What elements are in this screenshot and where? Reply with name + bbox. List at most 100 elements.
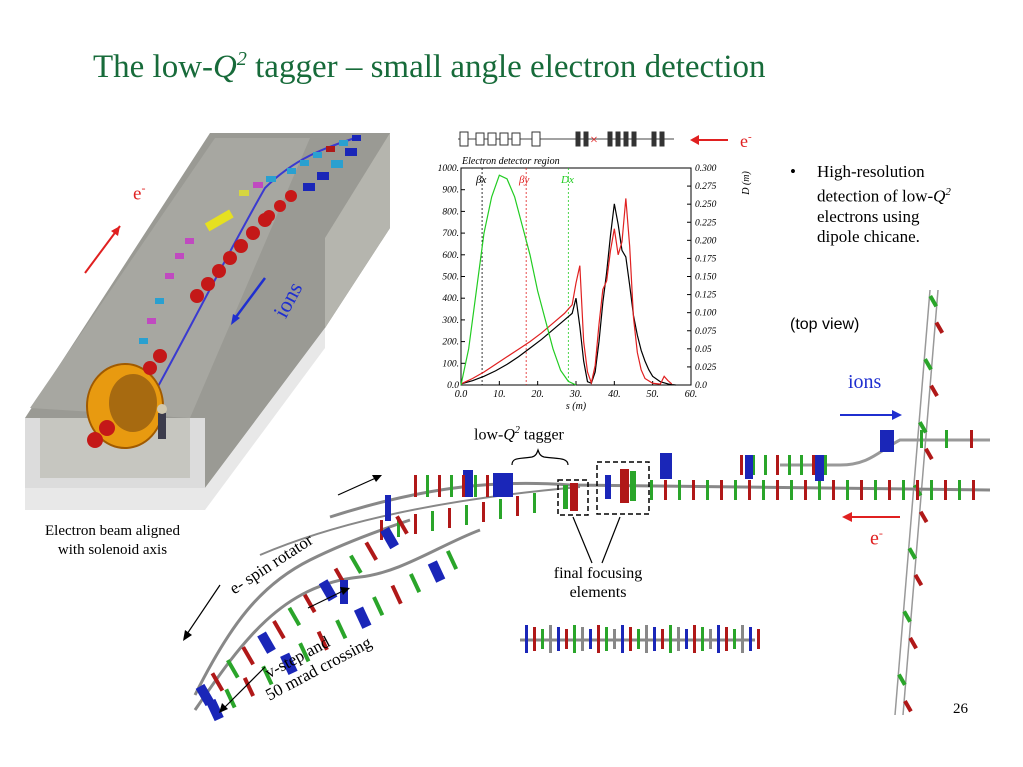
magnet-element — [533, 493, 536, 513]
lattice-element — [631, 131, 637, 147]
magnet-element — [748, 480, 751, 500]
magnet-element — [287, 606, 302, 627]
left-e-label: e- — [133, 181, 146, 205]
magnet-element — [653, 627, 656, 651]
magnet-element — [944, 480, 947, 500]
magnet-element — [752, 455, 755, 475]
bullet-dot: • — [790, 162, 796, 181]
magnet-element — [570, 483, 578, 511]
crossing-magnet — [929, 384, 939, 398]
magnet-element — [549, 625, 552, 653]
crossing-line-b — [902, 289, 939, 716]
y-right-tick-label: 0.075 — [695, 327, 717, 337]
magnet-element — [445, 550, 459, 570]
crossing-magnet — [902, 610, 912, 623]
magnet-element — [474, 475, 477, 497]
x-axis-label: s (m) — [566, 401, 587, 412]
magnet-element — [706, 480, 709, 500]
crossing-magnet — [903, 700, 913, 713]
series-line — [460, 203, 676, 386]
tunnel-3d-figure — [25, 133, 390, 510]
magnet-element — [661, 629, 664, 649]
magnet-element — [757, 629, 760, 649]
final-focusing-line-2: elements — [569, 584, 627, 601]
magnet-element — [902, 480, 905, 500]
magnet-element — [541, 629, 544, 649]
magnet-element — [353, 606, 372, 629]
chart-title: Electron detector region — [461, 156, 560, 167]
magnet-element — [482, 502, 485, 522]
magnet-element — [725, 627, 728, 651]
final-focusing-line-1: final focusing — [553, 565, 643, 582]
caption-line-1: Electron beam aligned — [45, 523, 180, 539]
magnet-element — [860, 480, 863, 500]
magnet-element — [800, 455, 803, 475]
page-number: 26 — [953, 701, 968, 717]
y-tick-label: 100. — [442, 359, 459, 369]
y-tick-label: 500. — [442, 273, 459, 283]
magnet-element — [818, 480, 821, 500]
y-tick-label: 600. — [442, 251, 459, 261]
vstep-up-arrow — [307, 589, 346, 609]
right-ions-label: ions — [848, 371, 882, 393]
magnet-element — [597, 625, 600, 653]
lattice-element — [511, 132, 521, 146]
focus-arrow-2 — [601, 516, 621, 564]
magnet-element — [920, 430, 923, 448]
crossing-magnet — [908, 636, 918, 650]
lattice-magnets — [195, 430, 975, 722]
magnet-element — [664, 480, 667, 500]
y-right-tick-label: 0.225 — [695, 218, 717, 228]
y-right-tick-label: 0.250 — [695, 200, 717, 210]
magnet-element — [372, 596, 385, 617]
magnet-element — [427, 560, 446, 583]
title-q: Q — [213, 49, 237, 85]
magnet-element — [261, 665, 274, 686]
magnet-element — [620, 469, 629, 503]
chart-plot-area: 0.0 10. 20. 30. 40. 50. 60.0.0100.200.300.400.… — [438, 164, 752, 412]
y-tick-label: 1000. — [438, 164, 459, 174]
solenoid-inner — [109, 374, 157, 432]
magnet-element — [210, 672, 225, 692]
crossing-magnet — [913, 573, 924, 587]
final-focusing-label: final focusing elements — [528, 564, 668, 602]
magnet-element — [645, 625, 648, 653]
ip-marker: × — [590, 133, 598, 148]
beam-line — [134, 137, 356, 429]
magnet-element — [499, 499, 502, 519]
magnet-element — [465, 505, 468, 525]
y-right-tick-label: 0.300 — [695, 164, 717, 174]
chart-beam-arrowhead — [690, 135, 699, 145]
title-exponent: 2 — [236, 48, 247, 70]
magnet-element — [733, 629, 736, 649]
magnet-element — [621, 625, 624, 653]
title-suffix: tagger – small angle electron detection — [246, 49, 766, 85]
lattice-element — [659, 131, 665, 147]
lattice-strip: × — [458, 131, 674, 148]
lattice-element — [459, 131, 469, 147]
red-magnets-row — [190, 213, 272, 303]
magnet-element — [364, 541, 378, 561]
x-tick-label: 30. — [569, 389, 583, 400]
magnet-element — [605, 475, 611, 499]
legend-entry: Dx — [560, 174, 574, 186]
magnet-element — [581, 627, 584, 651]
y-right-tick-label: 0.05 — [695, 345, 712, 355]
x-tick-label: 10. — [493, 389, 506, 400]
magnet-element — [298, 642, 311, 663]
magnet-element — [426, 475, 429, 497]
y-tick-label: 700. — [442, 229, 459, 239]
magnet-element — [385, 495, 391, 521]
magnet-element — [395, 515, 409, 535]
magnet-element — [280, 652, 298, 676]
person-figure — [158, 413, 166, 439]
beta-function-chart: × e- Electron detector region 0.0 10. 20. 3… — [438, 131, 752, 412]
x-tick-label: 0.0 — [455, 389, 468, 400]
crossing-line-a — [894, 289, 931, 716]
magnet-element — [565, 629, 568, 649]
crossing-magnet — [897, 673, 907, 686]
magnets-line1 — [139, 135, 361, 344]
x-tick-label: 40. — [608, 389, 621, 400]
magnet-element — [349, 554, 363, 574]
lattice-element — [623, 131, 629, 147]
